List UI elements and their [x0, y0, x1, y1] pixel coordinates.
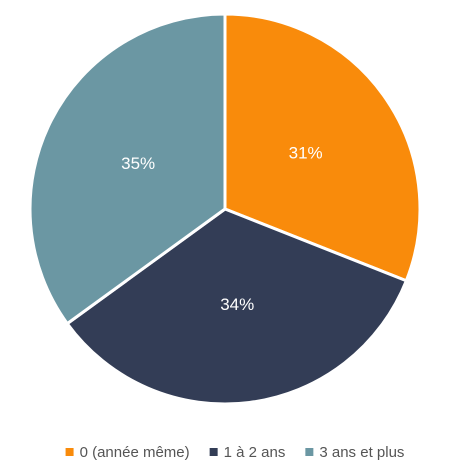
- legend-label: 0 (année même): [80, 444, 190, 461]
- pie-slice: [223, 12, 422, 283]
- legend-swatch: [305, 448, 314, 456]
- slice-label: 34%: [220, 295, 254, 314]
- legend-swatch: [209, 448, 218, 456]
- legend-swatch: [65, 448, 74, 456]
- pie-slice: [28, 12, 227, 326]
- slice-label: 35%: [121, 154, 155, 173]
- pie-slice: [65, 207, 409, 406]
- legend-label: 3 ans et plus: [319, 444, 404, 461]
- legend-label: 1 à 2 ans: [224, 444, 286, 461]
- slice-label: 31%: [289, 144, 323, 163]
